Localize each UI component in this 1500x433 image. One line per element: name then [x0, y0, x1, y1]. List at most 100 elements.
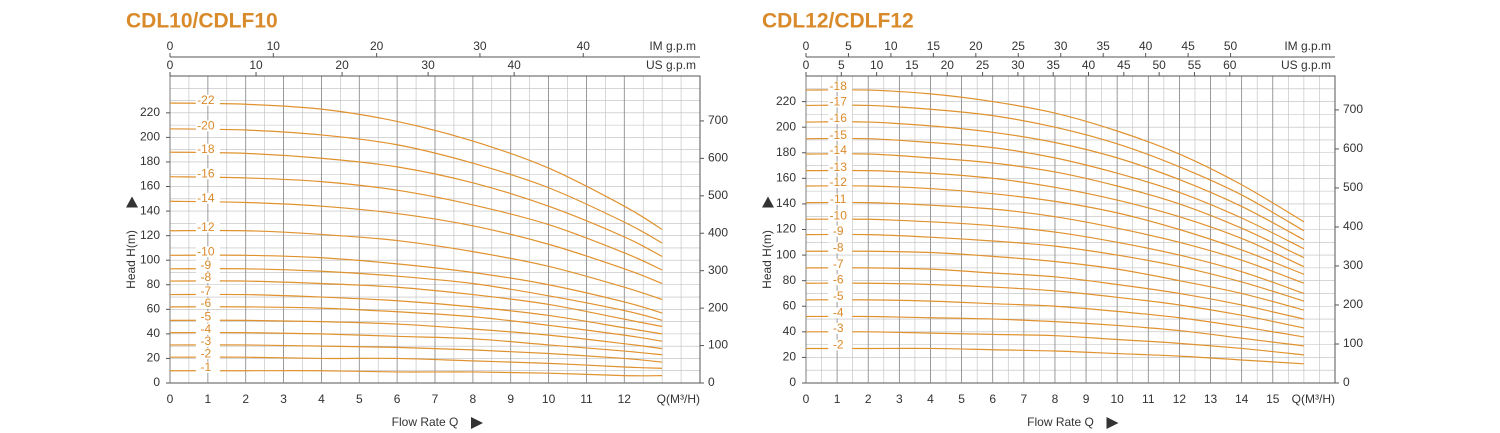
top-tick-label: 20: [370, 39, 384, 53]
y-arrow-icon: [126, 196, 138, 208]
top-tick-label: 20: [335, 58, 349, 72]
pump-curve: [805, 153, 1305, 259]
pump-curve: [169, 293, 663, 335]
x-tick-label: 0: [167, 392, 174, 406]
curve-label-bg: [195, 192, 220, 204]
curve-label-bg: [195, 120, 220, 132]
x-tick-label: 12: [618, 392, 632, 406]
curve-label: -8: [201, 270, 212, 284]
x-tick-label: 12: [1173, 392, 1187, 406]
y-tick-label: 40: [147, 326, 161, 340]
curve-label: -2: [201, 346, 212, 360]
curve-label: -4: [201, 322, 212, 336]
top-tick-label: 55: [1188, 58, 1202, 72]
top-tick-label: 30: [1011, 58, 1025, 72]
top-tick-label: 40: [507, 58, 521, 72]
x-tick-label: 11: [1142, 392, 1155, 406]
curve-label: -9: [201, 258, 212, 272]
pump-curve: [169, 356, 663, 369]
y2-tick-label: 500: [1343, 180, 1363, 194]
curve-label-bg: [828, 225, 853, 237]
pump-curve: [170, 370, 663, 377]
pump-curve: [805, 169, 1305, 268]
curve-label-bg: [195, 94, 220, 106]
top-tick-label: 40: [577, 39, 591, 53]
x-tick-label: 6: [989, 392, 996, 406]
y2-tick-label: 600: [1343, 141, 1363, 155]
y2-tick-label: 100: [708, 338, 728, 352]
pump-curve: [169, 229, 663, 301]
y2-tick-label: 700: [708, 113, 728, 127]
top-tick-label: 40: [1082, 58, 1096, 72]
x-unit-label: Q(M³/H): [657, 392, 700, 406]
top-tick-label: 30: [473, 39, 487, 53]
top-tick-label: 5: [838, 58, 845, 72]
x-tick-label: 1: [834, 392, 841, 406]
pump-curve: [805, 347, 1304, 365]
x-tick-label: 10: [542, 392, 556, 406]
chart-title: CDL10/CDLF10: [126, 10, 278, 33]
curve-label: -18: [830, 79, 848, 93]
curve-label-bg: [828, 129, 853, 141]
curve-label-bg: [828, 290, 853, 302]
curve-label-bg: [828, 274, 853, 286]
x-tick-label: 13: [1204, 392, 1218, 406]
curve-label-bg: [195, 259, 220, 271]
y2-tick-label: 0: [1343, 375, 1350, 389]
curve-label-bg: [195, 323, 220, 335]
top-tick-label: 30: [421, 58, 435, 72]
curve-label: -15: [830, 128, 848, 142]
curve-label: -14: [830, 143, 848, 157]
x-tick-label: 5: [958, 392, 965, 406]
y2-tick-label: 300: [1343, 258, 1363, 272]
y-tick-label: 40: [783, 324, 797, 338]
curve-label: -3: [833, 321, 844, 335]
top-tick-label: 0: [803, 39, 810, 53]
y2-tick-label: 700: [1343, 102, 1363, 116]
y-tick-label: 0: [789, 375, 796, 389]
x-tick-label: 7: [432, 392, 439, 406]
curve-label: -6: [833, 272, 844, 286]
curve-label: -18: [197, 142, 215, 156]
curve-label-bg: [828, 81, 853, 93]
curve-label: -1: [201, 360, 212, 374]
curve-label-bg: [828, 193, 853, 205]
curve-labels: -22 -20 -18 -16 -14 -12 -10-9-8-7-6-5-4-3-2-1: [195, 93, 220, 374]
curve-label-bg: [828, 258, 853, 270]
top-axis-label: US g.p.m: [646, 58, 696, 72]
x-tick-label: 3: [280, 392, 287, 406]
x-tick-label: 6: [394, 392, 401, 406]
y-tick-label: 120: [140, 228, 160, 242]
y2-tick-label: 400: [708, 225, 728, 239]
pump-curve: [805, 89, 1305, 223]
pump-curve: [805, 267, 1305, 320]
y2-tick-label: 300: [708, 263, 728, 277]
x-tick-label: 7: [1020, 392, 1027, 406]
curve-label-bg: [828, 113, 853, 125]
top-tick-label: 10: [884, 39, 898, 53]
pump-curve: [805, 185, 1305, 275]
curve-label: -11: [830, 192, 847, 206]
y-tick-label: 20: [783, 350, 797, 364]
y2-tick-label: 600: [708, 151, 728, 165]
y-tick-label: 20: [147, 351, 161, 365]
curve-label-bg: [828, 242, 853, 254]
curve-label: -14: [197, 191, 215, 205]
pump-curve: [169, 176, 663, 271]
pump-curve: [805, 315, 1304, 347]
curve-label: -6: [201, 296, 212, 310]
top-tick-label: 40: [1139, 39, 1153, 53]
top-tick-label: 30: [1054, 39, 1068, 53]
curve-label: -13: [830, 160, 848, 174]
curve-label-bg: [195, 311, 220, 323]
top-tick-label: 0: [167, 58, 174, 72]
pump-curve: [805, 299, 1304, 338]
curve-label: -7: [201, 284, 212, 298]
curve-label: -12: [197, 220, 215, 234]
top-tick-label: 5: [845, 39, 852, 53]
x-tick-label: 4: [318, 392, 325, 406]
y2-tick-label: 500: [708, 188, 728, 202]
x-tick-label: 1: [205, 392, 212, 406]
curve-label-bg: [828, 145, 853, 157]
